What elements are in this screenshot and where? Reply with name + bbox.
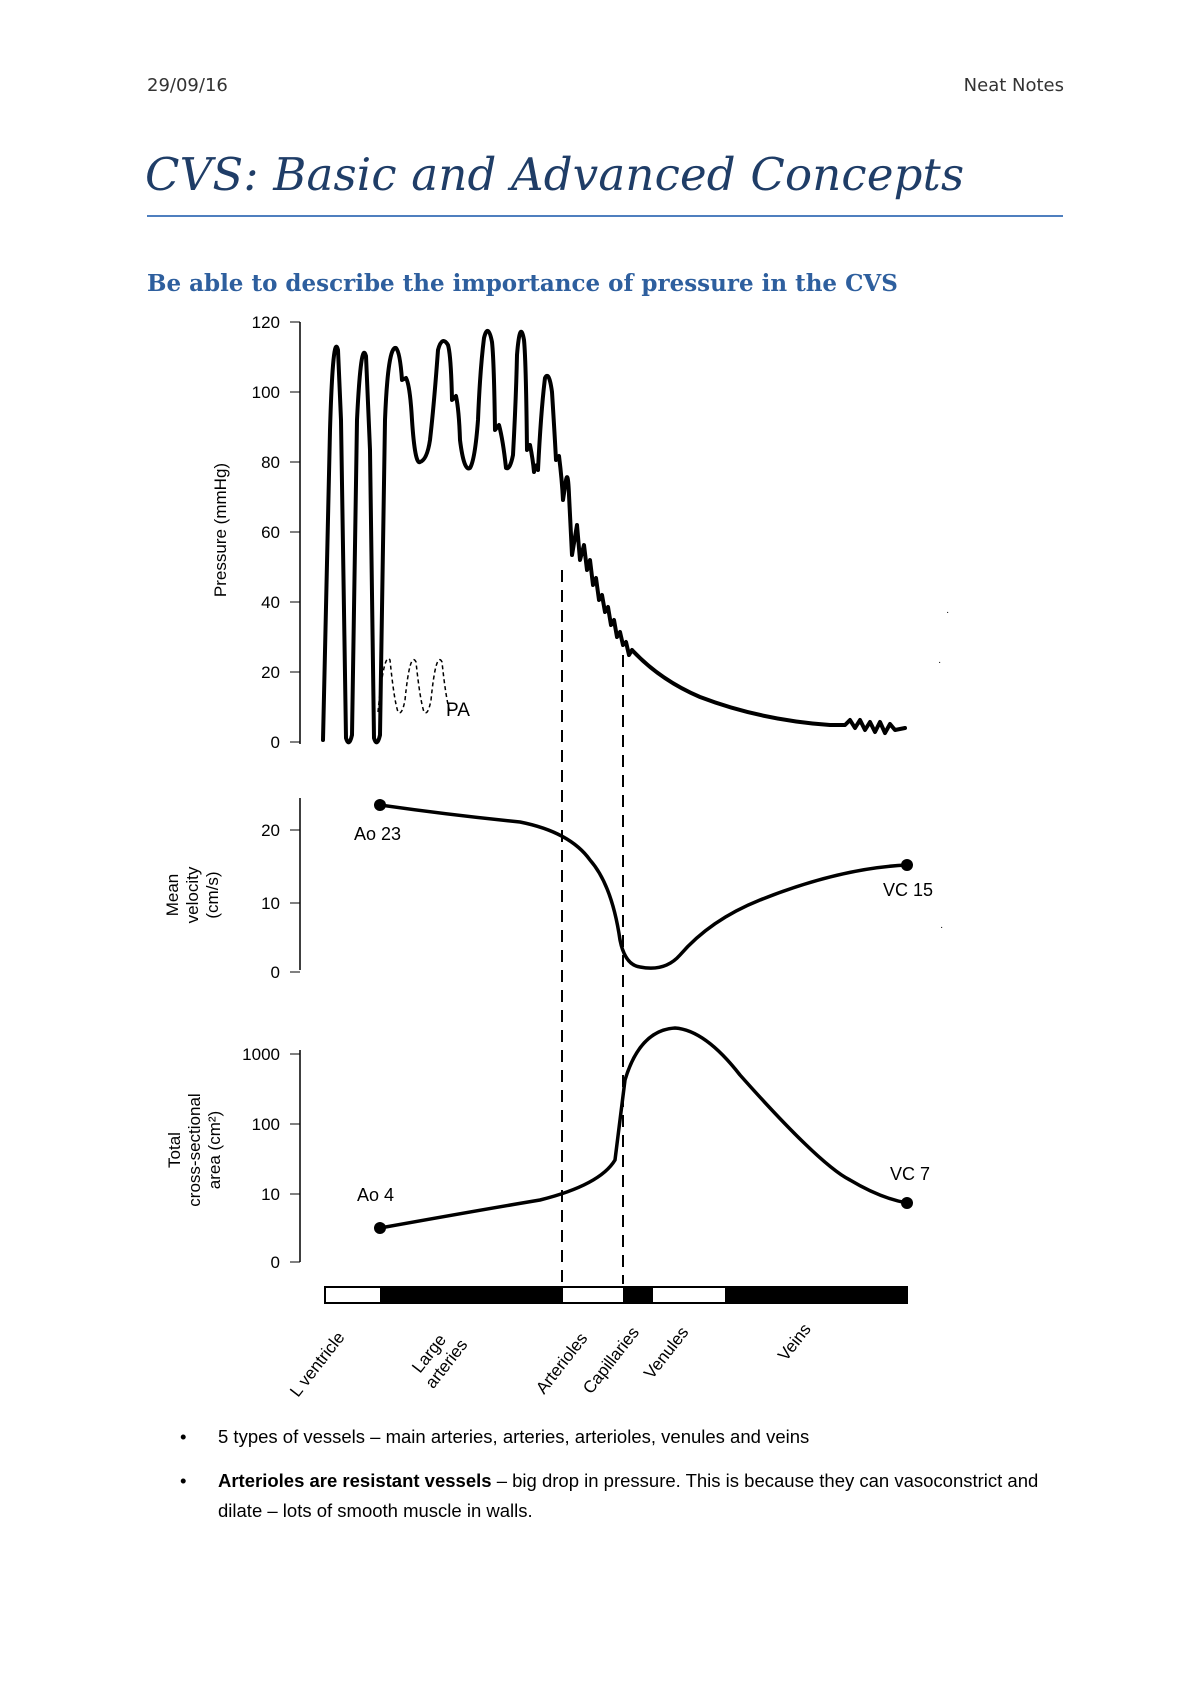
pressure-ticks xyxy=(290,321,300,743)
stray-dot: · xyxy=(940,922,943,933)
header-app-name: Neat Notes xyxy=(963,75,1064,96)
velocity-tick-label-0: 0 xyxy=(271,963,280,982)
bullet-list: • 5 types of vessels – main arteries, ar… xyxy=(180,1422,1080,1540)
page-title: CVS: Basic and Advanced Concepts xyxy=(145,148,965,201)
area-curve xyxy=(379,1026,908,1230)
pressure-tick-label-20: 20 xyxy=(261,663,280,682)
velocity-axis-label-line3: (cm/s) xyxy=(203,871,222,918)
area-axis-label-line2: cross-sectional xyxy=(185,1093,204,1206)
pressure-tick-label-40: 40 xyxy=(261,593,280,612)
bullet-bold-text: Arterioles are resistant vessels xyxy=(218,1470,492,1491)
pulmonary-pressure-curve xyxy=(377,657,451,714)
velocity-curve xyxy=(379,803,908,970)
velocity-tick-label-10: 10 xyxy=(261,894,280,913)
segment-label-capillaries: Capillaries xyxy=(579,1323,643,1397)
velocity-axis-label-line1: Mean xyxy=(163,874,182,917)
bullet-icon: • xyxy=(180,1426,187,1447)
stray-dot: · xyxy=(938,657,941,668)
pressure-tick-label-120: 120 xyxy=(252,313,280,332)
segment-label-venules: Venules xyxy=(640,1323,692,1382)
pressure-curve xyxy=(321,329,907,745)
segment-label-l-ventricle: L ventricle xyxy=(286,1328,348,1400)
area-start-point xyxy=(374,1222,386,1234)
area-end-point xyxy=(901,1197,913,1209)
velocity-start-label: Ao 23 xyxy=(354,824,401,844)
area-axis-label: Total cross-sectional area (cm²) xyxy=(165,1093,224,1206)
section-heading: Be able to describe the importance of pr… xyxy=(147,270,898,297)
velocity-panel: 20 10 0 Mean velocity (cm/s) Ao 23 VC 15… xyxy=(163,798,943,982)
velocity-end-point xyxy=(901,859,913,871)
pressure-tick-label-60: 60 xyxy=(261,523,280,542)
velocity-tick-label-20: 20 xyxy=(261,821,280,840)
area-tick-label-0: 0 xyxy=(271,1253,280,1272)
pressure-axis-label: Pressure (mmHg) xyxy=(211,463,230,597)
velocity-axis-label: Mean velocity (cm/s) xyxy=(163,866,222,923)
velocity-start-point xyxy=(374,799,386,811)
segment-labels: L ventricle Large arteries Arterioles Ca… xyxy=(286,1320,815,1400)
list-item: • Arterioles are resistant vessels – big… xyxy=(180,1466,1080,1526)
segment-label-veins: Veins xyxy=(774,1320,815,1364)
velocity-axis-label-line2: velocity xyxy=(183,866,202,923)
area-end-label: VC 7 xyxy=(890,1164,930,1184)
pressure-tick-label-0: 0 xyxy=(271,733,280,752)
area-panel: 1000 100 10 0 Total cross-sectional area… xyxy=(165,1026,930,1272)
segment-veins xyxy=(725,1287,907,1303)
area-start-label: Ao 4 xyxy=(357,1185,394,1205)
pressure-tick-label-80: 80 xyxy=(261,453,280,472)
pressure-panel: 120 100 80 60 40 20 0 Pressure (mmHg) PA… xyxy=(211,313,949,752)
segment-label-large-arteries: Large arteries xyxy=(408,1330,471,1391)
bullet-text: 5 types of vessels – main arteries, arte… xyxy=(218,1426,810,1447)
vessel-segment-bar xyxy=(324,1286,908,1304)
pulmonary-artery-label: PA xyxy=(446,700,470,721)
area-tick-label-1000: 1000 xyxy=(242,1045,280,1064)
header-date: 29/09/16 xyxy=(147,75,228,96)
area-axis-label-line3: area (cm²) xyxy=(205,1111,224,1189)
title-divider xyxy=(147,215,1063,217)
bullet-text: – big drop in pressure. This is because … xyxy=(218,1470,1039,1521)
area-tick-label-100: 100 xyxy=(252,1115,280,1134)
area-tick-label-10: 10 xyxy=(261,1185,280,1204)
velocity-end-label: VC 15 xyxy=(883,880,933,900)
segment-large-arteries xyxy=(380,1287,563,1303)
list-item: • 5 types of vessels – main arteries, ar… xyxy=(180,1422,1080,1452)
stray-dot: · xyxy=(946,607,949,618)
segment-capillaries xyxy=(623,1287,653,1303)
pressure-tick-label-100: 100 xyxy=(252,383,280,402)
bullet-icon: • xyxy=(180,1470,187,1491)
cvs-figure: 120 100 80 60 40 20 0 Pressure (mmHg) PA… xyxy=(163,313,949,1400)
area-axis-label-line1: Total xyxy=(165,1132,184,1168)
